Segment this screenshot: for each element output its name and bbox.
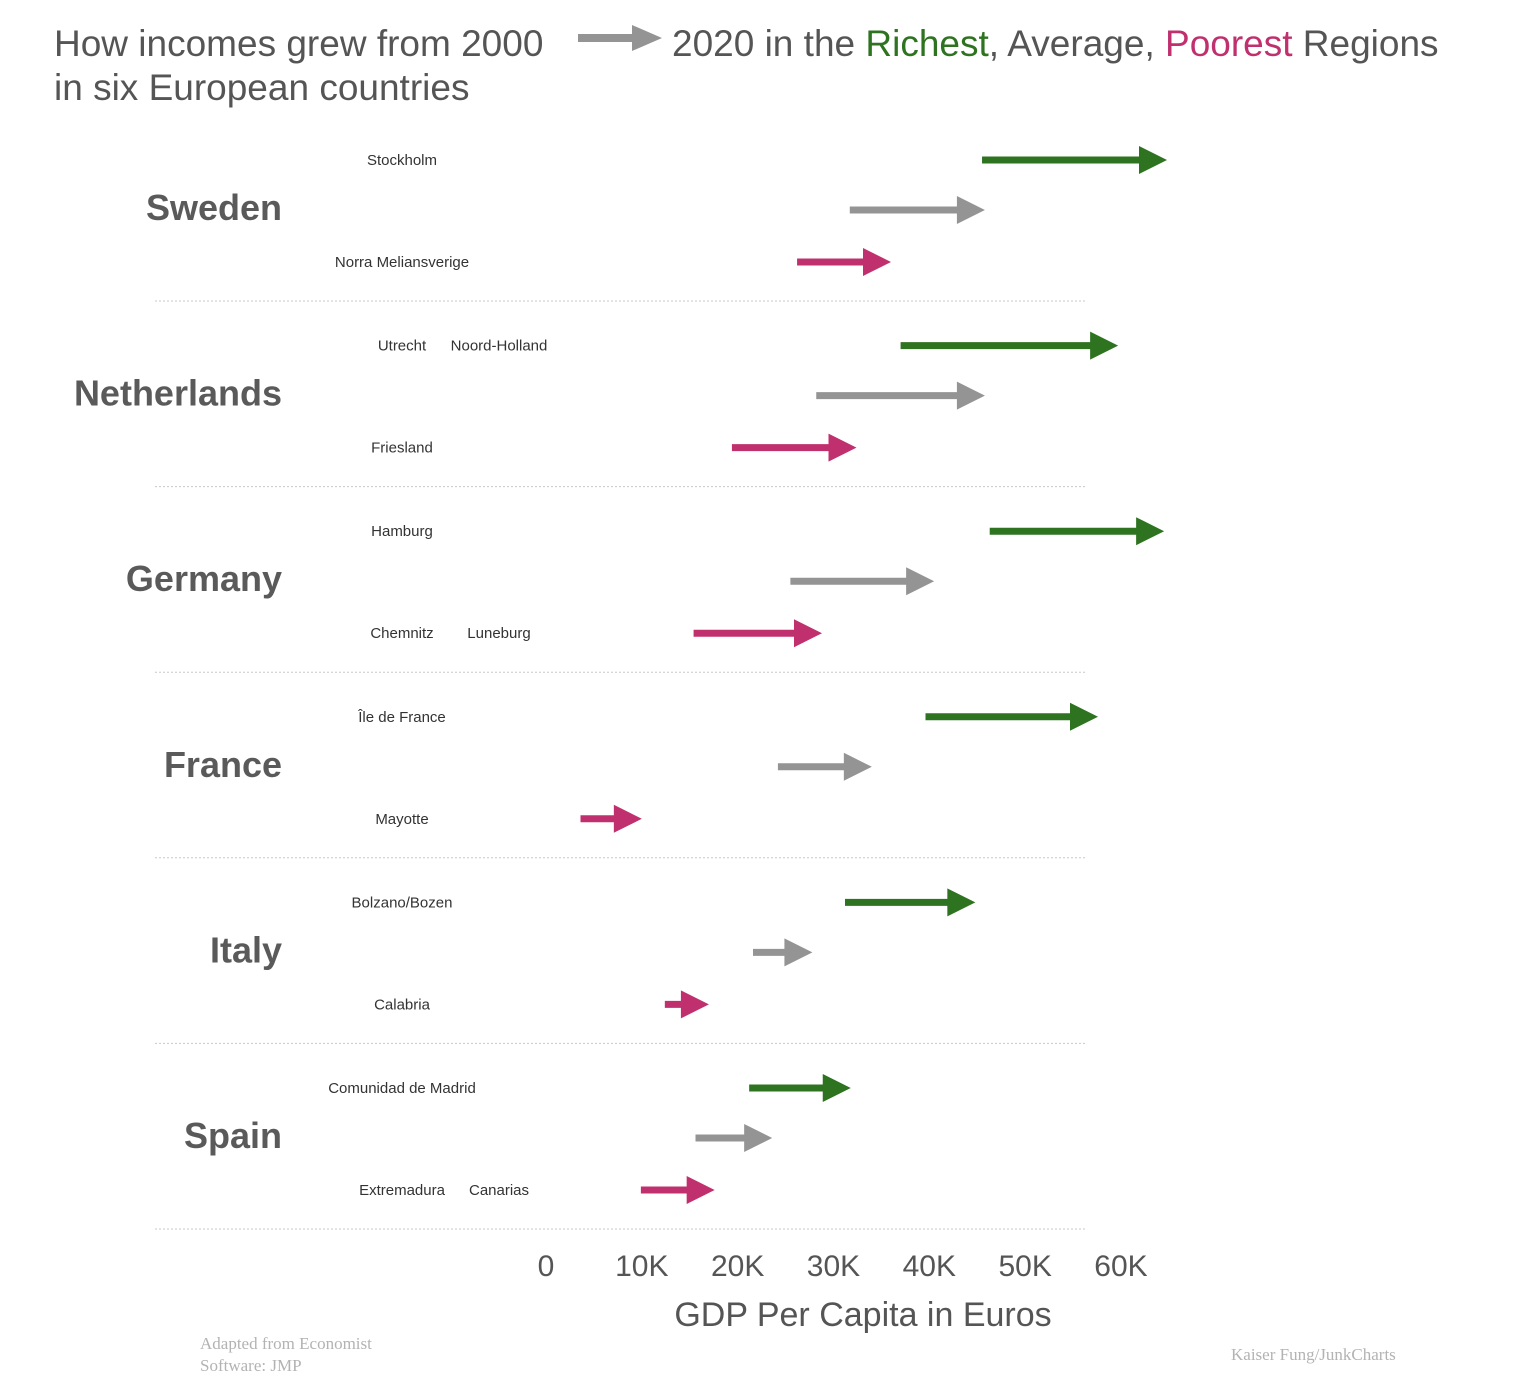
x-axis: 0 10K 20K 30K 40K 50K 60K <box>538 1250 1148 1283</box>
x-tick-10k: 10K <box>615 1250 668 1283</box>
arrow-italy-average <box>753 938 813 967</box>
x-tick-40k: 40K <box>903 1250 956 1283</box>
country-group-germany: Germany Hamburg Chemnitz Luneburg <box>126 517 1165 673</box>
region-label-france-richest-ile-de-france: Île de France <box>357 709 446 726</box>
country-label-spain: Spain <box>184 1115 282 1156</box>
region-label-germany-richest-hamburg: Hamburg <box>371 523 433 540</box>
region-label-spain-richest-comunidad-de-madrid: Comunidad de Madrid <box>328 1080 476 1097</box>
x-tick-20k: 20K <box>711 1250 764 1283</box>
region-label-netherlands-richest-noord-holland: Noord-Holland <box>451 338 548 355</box>
region-label-netherlands-richest-utrecht: Utrecht <box>378 338 427 355</box>
arrow-italy-richest <box>845 888 976 917</box>
region-label-italy-richest-bolzano-bozen: Bolzano/Bozen <box>352 894 453 911</box>
country-label-france: France <box>164 744 282 785</box>
arrow-france-richest <box>925 702 1098 731</box>
country-label-sweden: Sweden <box>146 187 282 228</box>
title-part1: How incomes grew from 2000 <box>54 23 543 64</box>
arrow-spain-poorest <box>640 1176 715 1204</box>
credit-author: Kaiser Fung/JunkCharts <box>1231 1345 1396 1364</box>
region-label-netherlands-poorest-friesland: Friesland <box>371 440 433 457</box>
title-part2: 2020 in the Richest, Average, Poorest Re… <box>672 23 1439 64</box>
x-tick-30k: 30K <box>807 1250 860 1283</box>
title-richest: Richest <box>865 23 989 64</box>
arrow-netherlands-poorest <box>731 433 857 462</box>
arrow-spain-average <box>695 1124 773 1152</box>
title-sep: , Average, <box>989 23 1165 64</box>
x-axis-label: GDP Per Capita in Euros <box>674 1296 1051 1334</box>
region-label-france-poorest-mayotte: Mayotte <box>375 811 428 828</box>
x-tick-60k: 60K <box>1094 1250 1147 1283</box>
region-label-sweden-richest-stockholm: Stockholm <box>367 152 437 169</box>
arrow-sweden-poorest <box>797 248 891 276</box>
credit-source-line1: Adapted from Economist <box>200 1334 372 1353</box>
country-label-italy: Italy <box>210 929 282 970</box>
country-group-sweden: Sweden Stockholm Norra Meliansverige <box>146 146 1167 302</box>
x-tick-0: 0 <box>538 1250 555 1283</box>
country-group-italy: Italy Bolzano/Bozen Calabria <box>155 888 1086 1044</box>
country-label-netherlands: Netherlands <box>74 373 282 414</box>
credit-software: Software: JMP <box>200 1356 302 1375</box>
country-group-spain: Spain Comunidad de Madrid Extremadura Canar… <box>155 1074 1086 1230</box>
region-label-italy-poorest-calabria: Calabria <box>374 996 431 1013</box>
arrow-italy-poorest <box>664 990 709 1019</box>
arrow-france-average <box>777 752 872 781</box>
region-label-germany-poorest-chemnitz: Chemnitz <box>370 625 433 642</box>
country-group-netherlands: Netherlands Utrecht Noord-Holland Friesland <box>74 331 1119 488</box>
arrow-germany-richest <box>989 517 1165 546</box>
arrow-spain-richest <box>749 1074 851 1102</box>
title-text-2020: 2020 in the <box>672 23 865 64</box>
region-label-germany-poorest-luneburg: Luneburg <box>467 625 530 642</box>
title-part3: Regions <box>1293 23 1439 64</box>
arrow-netherlands-richest <box>900 331 1119 360</box>
arrow-sweden-average <box>849 196 985 224</box>
title-arrow-icon <box>578 25 662 51</box>
region-label-spain-poorest-canarias: Canarias <box>469 1182 529 1199</box>
country-group-france: France Île de France Mayotte <box>155 702 1098 859</box>
region-label-spain-poorest-extremadura: Extremadura <box>359 1182 446 1199</box>
region-label-sweden-poorest-norra-meliansverige: Norra Meliansverige <box>335 254 469 271</box>
arrow-sweden-richest <box>982 146 1167 174</box>
arrow-france-poorest <box>580 804 642 833</box>
x-tick-50k: 50K <box>998 1250 1051 1283</box>
arrow-germany-average <box>790 567 935 596</box>
arrow-germany-poorest <box>693 619 822 648</box>
title: How incomes grew from 2000 2020 in the R… <box>54 23 1439 108</box>
title-poorest: Poorest <box>1165 23 1293 64</box>
arrow-netherlands-average <box>816 381 985 410</box>
plot-area: Sweden Stockholm Norra Meliansverige Nether… <box>74 146 1167 1230</box>
title-line2: in six European countries <box>54 67 469 108</box>
country-label-germany: Germany <box>126 558 282 599</box>
